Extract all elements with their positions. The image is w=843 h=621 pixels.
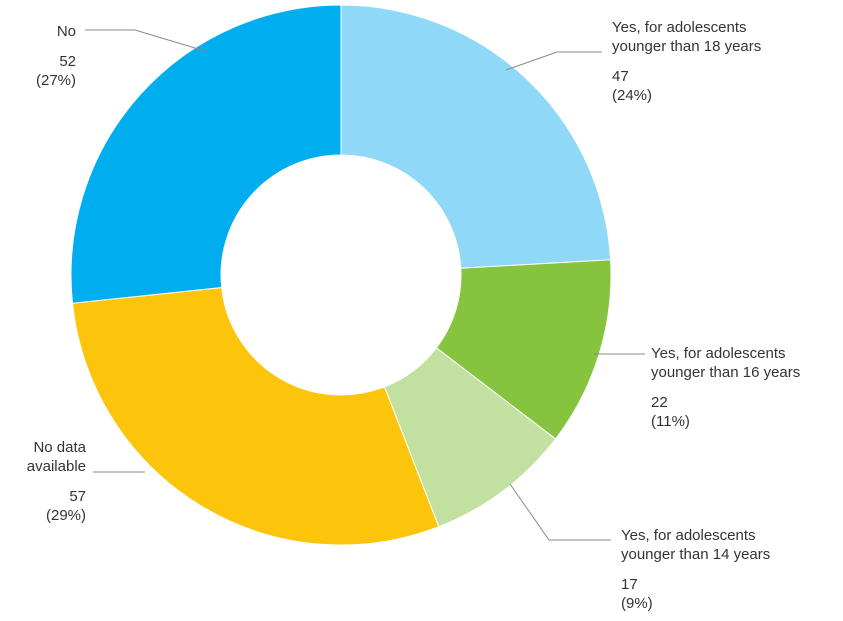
slice-percent-no: (27%) — [35, 72, 76, 89]
slice-label-under-14: Yes, for adolescents younger than 14 yea… — [621, 526, 770, 613]
slice-label-under-16-line-2: younger than 16 years — [651, 364, 801, 381]
slice-percent-under-18: (24%) — [612, 87, 653, 104]
leader-line-under-18 — [505, 51, 602, 71]
slice-label-under-14-line-1: Yes, for adolescents — [621, 527, 756, 544]
donut-slices — [70, 4, 612, 546]
slice-value-no-data: 57 — [69, 488, 86, 505]
slice-label-no-data: No data available 57 (29%) — [27, 438, 86, 525]
slice-percent-no-data: (29%) — [45, 507, 86, 524]
slice-no-data — [71, 286, 440, 546]
leader-line-under-14 — [509, 483, 611, 541]
leader-lines — [85, 29, 645, 541]
slice-value-under-18: 47 — [612, 68, 629, 85]
slice-under-18 — [340, 4, 612, 269]
slice-label-under-16-line-1: Yes, for adolescents — [651, 345, 786, 362]
slice-value-under-14: 17 — [621, 576, 638, 593]
slice-no — [70, 4, 342, 304]
slice-label-under-14-line-2: younger than 14 years — [621, 546, 771, 563]
slice-label-no-line-1: No — [56, 23, 76, 40]
slice-label-under-18-line-1: Yes, for adolescents — [612, 19, 747, 36]
slice-value-no: 52 — [59, 53, 76, 70]
slice-percent-under-16: (11%) — [651, 413, 690, 430]
slice-label-under-18-line-2: younger than 18 years — [612, 38, 762, 55]
slice-value-under-16: 22 — [651, 394, 668, 411]
slice-label-no-data-line-1: No data — [33, 439, 86, 456]
slice-label-no: No 52 (27%) — [36, 22, 76, 90]
slice-percent-under-14: (9%) — [621, 595, 653, 612]
slice-label-no-data-line-2: available — [26, 458, 86, 475]
leader-line-no — [85, 29, 206, 52]
slice-label-under-18: Yes, for adolescents younger than 18 yea… — [612, 18, 761, 105]
slice-label-under-16: Yes, for adolescents younger than 16 yea… — [651, 344, 800, 431]
